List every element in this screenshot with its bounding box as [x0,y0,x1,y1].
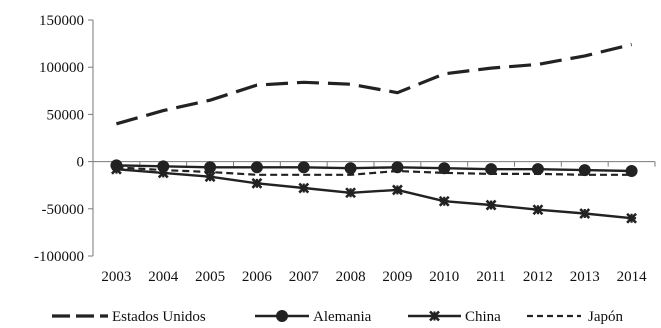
data-point-china [391,184,403,196]
series-line-alemania [116,164,632,173]
chart-series [110,42,638,224]
data-point-china [204,171,216,183]
data-point-alemania [344,162,357,175]
legend-label: Japón [588,309,623,325]
chart-legend: Estados Unidos Alemania China Japón [52,309,623,325]
series-line-china [116,168,632,220]
series-line-estados-unidos [115,42,632,126]
data-point-alemania [438,162,451,175]
x-tick-label: 2006 [242,269,273,285]
x-tick-label: 2004 [148,269,179,285]
x-axis-ticks: 2003 2004 2005 2006 2007 2008 2009 2010 2011 2012… [92,161,656,285]
legend-marker [276,310,288,322]
x-tick-label: 2008 [336,269,366,285]
data-point-china [579,208,591,219]
y-axis-ticks: 150000 100000 50000 0 -50000 -100000 [34,13,93,265]
data-point-china [626,212,638,224]
data-point-china [251,177,263,189]
legend-label: China [465,309,501,325]
data-point-alemania [250,161,263,174]
x-tick-label: 2009 [382,269,412,285]
x-tick-label: 2011 [476,269,505,285]
x-tick-label: 2013 [570,269,600,285]
data-point-china [532,204,544,216]
x-tick-label: 2007 [289,269,320,285]
data-point-china [345,187,357,199]
y-tick-label: 100000 [39,60,84,76]
y-tick-label: 0 [77,155,85,171]
legend-item-estados-unidos: Estados Unidos [52,309,206,325]
legend-label: Estados Unidos [112,309,206,325]
x-tick-label: 2003 [101,269,131,285]
y-tick-label: -100000 [34,249,84,265]
series-japon [116,166,632,176]
data-point-china [438,195,450,207]
series-china [110,163,638,224]
data-point-china [485,199,497,211]
y-tick-label: -50000 [42,202,85,218]
series-alemania [110,159,638,178]
series-estados-unidos [115,42,632,126]
legend-marker [429,310,440,322]
data-point-alemania [297,161,310,174]
data-point-alemania [391,161,404,174]
x-tick-label: 2010 [429,269,459,285]
data-point-china [298,182,310,194]
x-tick-label: 2014 [617,269,648,285]
data-point-china [110,163,122,175]
y-tick-label: 150000 [39,13,84,29]
y-tick-label: 50000 [47,107,85,123]
chart-axes [92,20,655,256]
legend-item-china: China [408,309,501,325]
legend-label: Alemania [313,309,372,325]
x-tick-label: 2005 [195,269,225,285]
legend-item-alemania: Alemania [255,309,372,325]
legend-item-japon: Japón [527,309,623,325]
series-line-japon [116,166,632,176]
x-tick-label: 2012 [523,269,553,285]
